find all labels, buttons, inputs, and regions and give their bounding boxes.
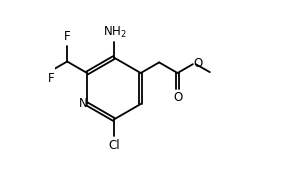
Text: N: N [79, 97, 88, 110]
Text: F: F [64, 30, 71, 44]
Text: NH$_2$: NH$_2$ [103, 25, 127, 40]
Text: F: F [48, 72, 55, 85]
Text: Cl: Cl [108, 139, 120, 152]
Text: O: O [173, 91, 182, 104]
Text: O: O [194, 57, 203, 70]
